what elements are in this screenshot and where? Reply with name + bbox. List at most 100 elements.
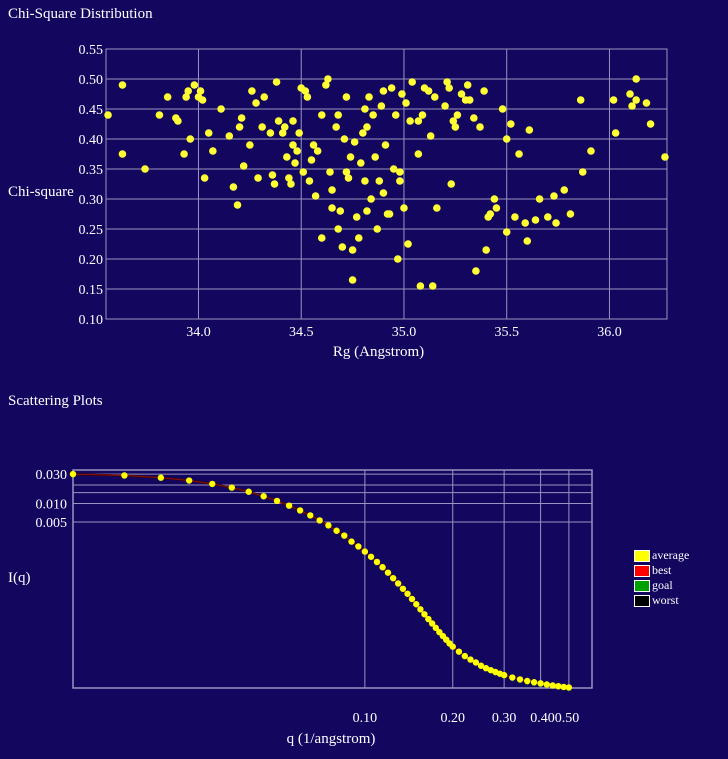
sas-goal-point: * <box>544 683 549 694</box>
chi-data-point <box>433 204 441 212</box>
chi-data-point <box>303 93 312 101</box>
chi-data-point <box>285 174 293 182</box>
sas-goal-point: * <box>566 687 571 698</box>
chi-data-point <box>482 246 490 254</box>
sas-ytick-label: 0.005 <box>36 516 68 531</box>
chi-data-point <box>490 195 499 203</box>
chi-data-point <box>338 243 347 251</box>
chi-data-point <box>293 147 301 155</box>
chi-data-point <box>317 111 326 119</box>
chi-data-point <box>396 177 404 185</box>
chi-ytick-label: 0.50 <box>79 73 104 88</box>
chi-data-point <box>375 177 384 185</box>
chi-data-point <box>295 129 303 137</box>
chi-data-point <box>209 147 217 155</box>
sas-ytick-label: 0.010 <box>36 497 68 512</box>
chi-data-point <box>278 129 287 137</box>
legend-swatch-average <box>634 549 650 562</box>
chi-data-point <box>426 132 435 140</box>
chi-y-axis-label: Chi-square <box>8 184 74 200</box>
chi-data-point <box>424 87 433 95</box>
chi-ytick-label: 0.25 <box>79 223 104 238</box>
chi-data-point <box>204 129 213 137</box>
sas-average-point <box>333 527 340 534</box>
sas-average-point <box>482 664 490 672</box>
sas-average-point <box>509 674 516 681</box>
chi-data-point <box>289 141 297 149</box>
chi-data-point <box>550 192 558 200</box>
sas-average-point <box>348 538 355 545</box>
sas-xtick-label: 0.30 <box>492 711 517 726</box>
chi-data-point <box>389 165 398 173</box>
sas-average-point <box>373 558 381 566</box>
sas-average-point <box>273 497 281 505</box>
sas-average-point <box>245 488 252 495</box>
chi-data-point <box>266 129 275 137</box>
chi-data-point <box>515 150 523 158</box>
chi-data-point <box>544 213 552 221</box>
chi-data-point <box>632 75 640 83</box>
chi-data-point <box>340 135 349 143</box>
sas-average-point <box>379 564 386 571</box>
chi-data-point <box>332 123 340 131</box>
chi-data-point <box>328 204 336 212</box>
chi-data-point <box>408 78 416 86</box>
chi-data-point <box>326 168 334 176</box>
chi-data-point <box>428 282 437 290</box>
chi-data-point <box>387 84 396 92</box>
sas-average-point <box>325 522 332 529</box>
chi-data-point <box>342 93 351 101</box>
chi-data-point <box>430 93 439 101</box>
sas-average-point <box>157 474 165 481</box>
chi-data-point <box>507 120 515 128</box>
sas-best-line <box>72 473 569 688</box>
chi-data-point <box>344 174 353 182</box>
chi-data-point <box>391 111 400 119</box>
legend-item-best: best <box>634 563 689 578</box>
chi-data-point <box>258 123 266 131</box>
legend-item-worst: worst <box>634 593 689 608</box>
sas-worst-line <box>72 473 569 689</box>
chi-data-point <box>486 210 495 218</box>
chi-data-point <box>363 123 371 131</box>
chi-data-point <box>609 96 618 104</box>
chi-data-point <box>472 267 480 275</box>
chi-data-point <box>373 225 382 233</box>
chi-data-point <box>402 99 410 107</box>
chi-data-point <box>350 138 359 146</box>
legend-label-best: best <box>652 563 672 577</box>
chi-xtick-label: 35.5 <box>494 325 519 340</box>
sas-average-point <box>472 659 480 666</box>
sas-average-point <box>516 676 524 683</box>
chi-data-point <box>418 111 427 119</box>
legend-label-worst: worst <box>652 593 679 607</box>
sas-goal-point: * <box>510 677 515 688</box>
chi-data-point <box>414 150 423 158</box>
chi-data-point <box>348 276 357 284</box>
chi-data-point <box>200 174 209 182</box>
chi-data-point <box>174 117 182 125</box>
chi-data-point <box>552 219 560 227</box>
chi-data-point <box>578 168 587 176</box>
chi-data-point <box>661 153 669 161</box>
chi-data-point <box>268 171 277 179</box>
chi-square-scatter-chart: 0.10 0.15 0.20 0.25 0.30 0.35 0.40 0.45 0.50 0.55… <box>8 43 669 360</box>
chi-data-point <box>445 84 453 92</box>
chi-data-point <box>576 96 585 104</box>
chi-data-point <box>237 114 246 122</box>
chi-data-point <box>307 156 316 164</box>
chi-data-point <box>352 213 361 221</box>
chi-data-point <box>301 87 310 95</box>
chi-ytick-label: 0.30 <box>79 193 104 208</box>
chi-data-point <box>406 117 414 125</box>
chi-data-point <box>190 81 199 89</box>
chi-data-point <box>260 93 269 101</box>
chi-data-point <box>457 90 466 98</box>
sas-goal-point: * <box>518 679 523 690</box>
chi-data-point <box>498 105 507 113</box>
chi-xtick-label: 35.0 <box>392 325 417 340</box>
chi-data-point <box>626 90 634 98</box>
sas-average-point <box>296 507 304 514</box>
chi-data-point <box>502 228 511 236</box>
chi-data-point <box>280 123 289 131</box>
